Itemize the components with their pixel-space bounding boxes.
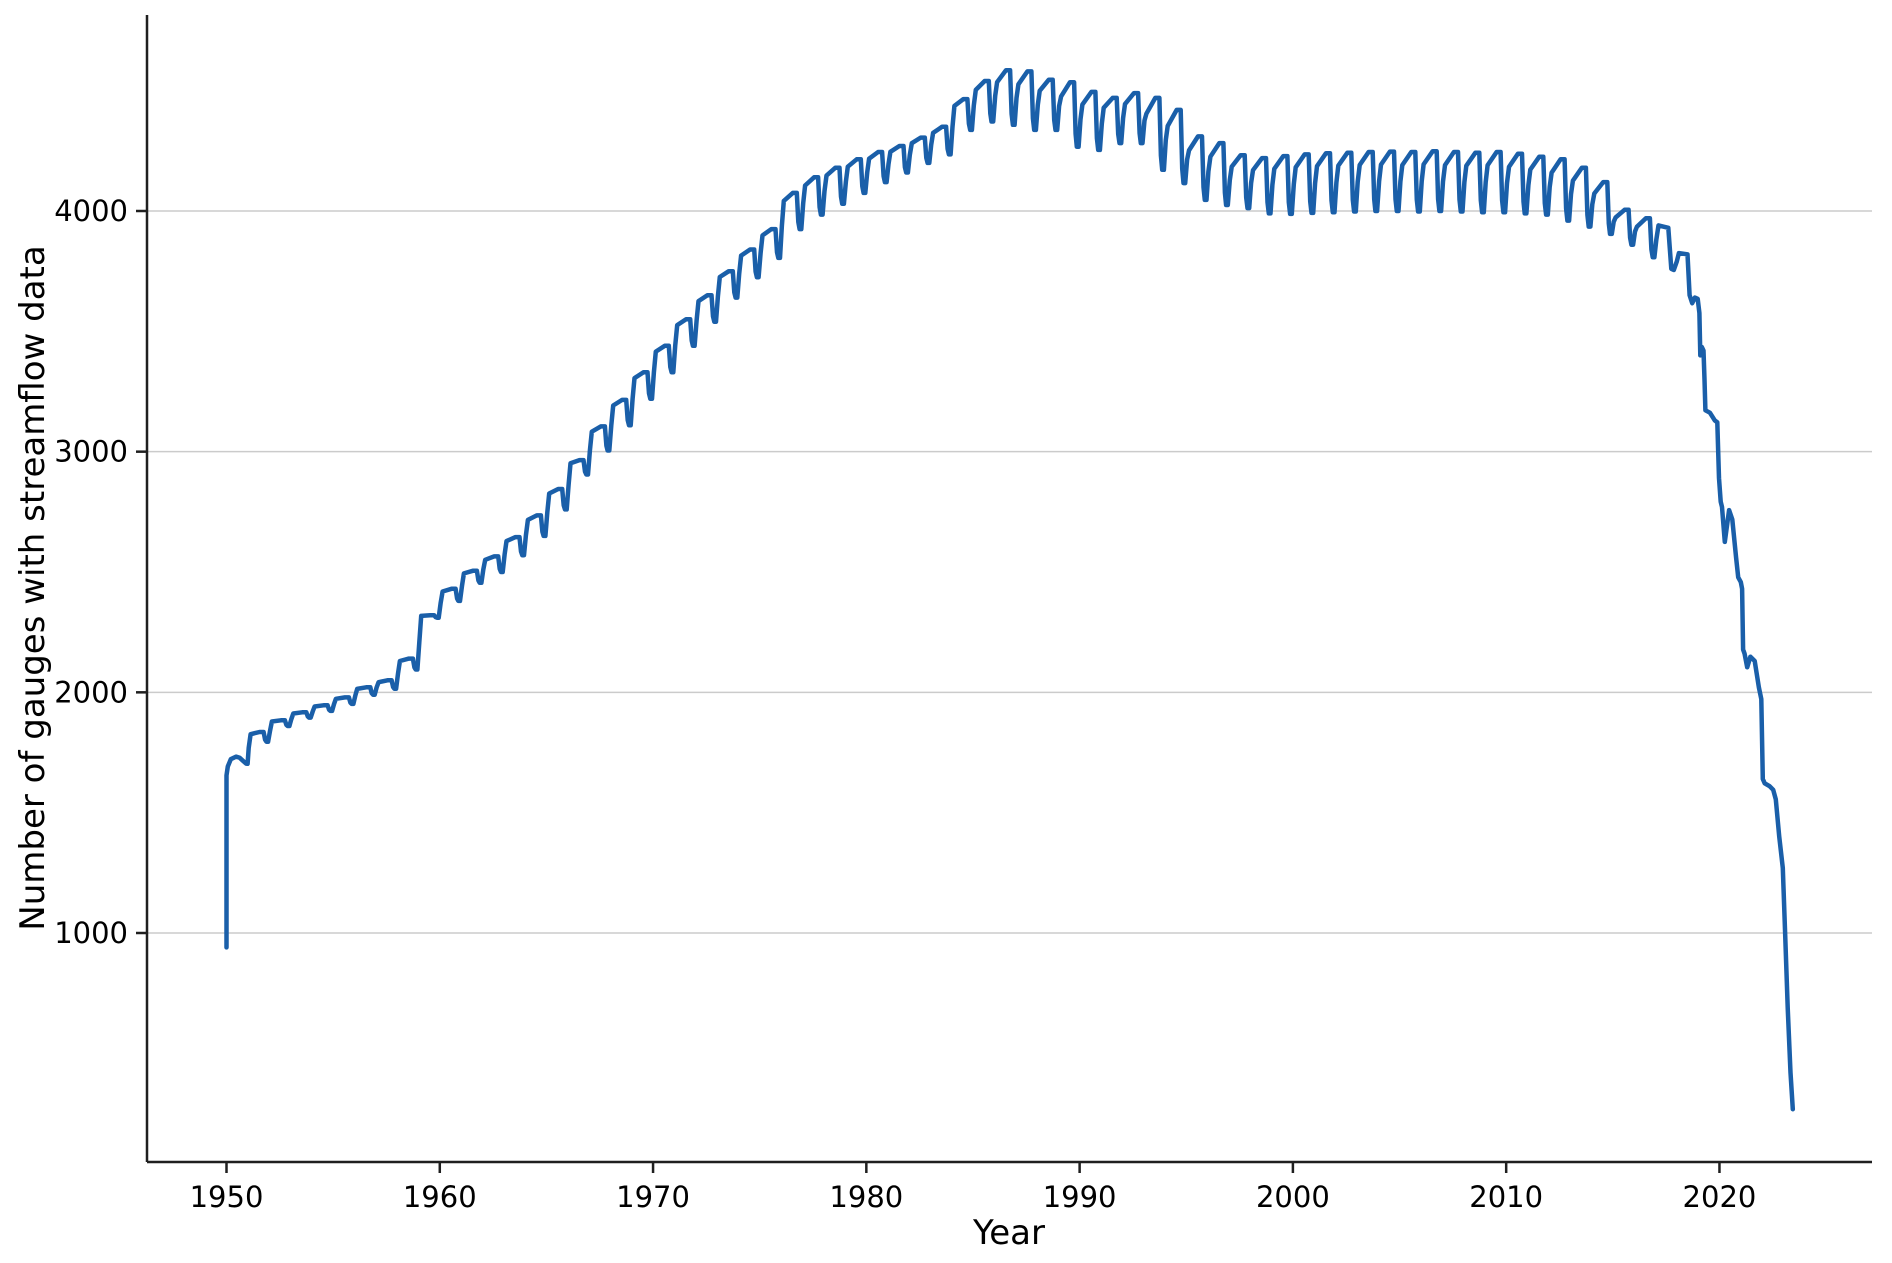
x-tick-label: 1980	[829, 1180, 903, 1214]
x-tick-label: 1970	[616, 1180, 690, 1214]
x-tick-label: 1960	[403, 1180, 477, 1214]
y-tick-label: 4000	[54, 194, 128, 228]
y-tick-label: 1000	[54, 916, 128, 950]
x-tick-label: 2000	[1256, 1180, 1330, 1214]
x-tick-label: 1990	[1043, 1180, 1117, 1214]
x-tick-label: 1950	[190, 1180, 264, 1214]
y-tick-label: 2000	[54, 675, 128, 709]
streamflow-line	[224, 67, 1796, 1112]
y-axis-title: Number of gauges with streamflow data	[13, 245, 53, 931]
x-axis-title: Year	[973, 1213, 1045, 1253]
x-tick-label: 2020	[1683, 1180, 1757, 1214]
y-tick-label: 3000	[54, 435, 128, 469]
x-tick-label: 2010	[1469, 1180, 1543, 1214]
